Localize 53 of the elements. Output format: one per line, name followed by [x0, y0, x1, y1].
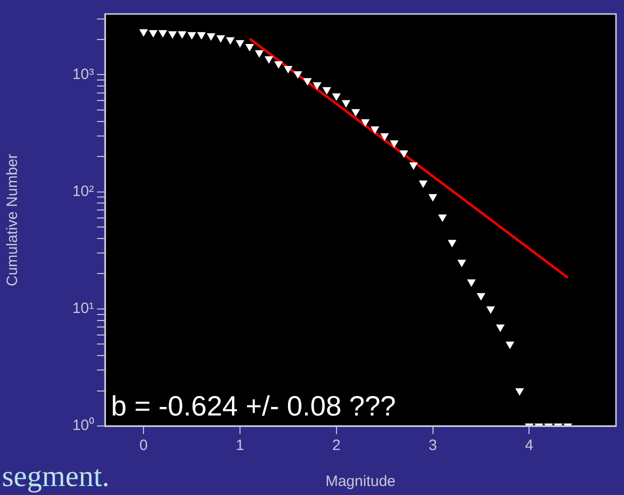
- point: [438, 214, 447, 222]
- point: [245, 44, 254, 52]
- point: [216, 35, 226, 43]
- point: [515, 388, 524, 396]
- point: [197, 32, 206, 40]
- point: [274, 61, 283, 69]
- point: [370, 126, 380, 134]
- point: [496, 324, 505, 332]
- point: [360, 119, 370, 127]
- point: [148, 30, 158, 38]
- y-tick-label: 10²: [72, 182, 94, 200]
- point: [390, 140, 399, 148]
- point: [294, 71, 302, 79]
- point: [428, 194, 438, 202]
- point: [236, 40, 244, 48]
- point: [332, 93, 341, 101]
- y-tick-label: 10⁰: [72, 417, 94, 434]
- annotation: b = -0.624 +/- 0.08 ???: [111, 390, 396, 422]
- point: [322, 87, 332, 95]
- point: [448, 240, 456, 248]
- point: [206, 33, 216, 41]
- point: [476, 293, 486, 301]
- point: [351, 109, 360, 117]
- point: [457, 260, 466, 268]
- point: [168, 31, 177, 39]
- point: [303, 78, 312, 86]
- y-axis-title: Cumulative Number: [4, 154, 22, 286]
- x-axis-title: Magnitude: [325, 473, 396, 490]
- x-tick-label: 3: [428, 437, 437, 454]
- text: segment.: [2, 460, 110, 493]
- point: [467, 279, 476, 287]
- y-tick-label: 10¹: [72, 300, 94, 318]
- point: [418, 180, 428, 188]
- x-tick-label: 4: [525, 437, 534, 454]
- point: [312, 82, 322, 90]
- point: [380, 133, 389, 141]
- x-tick-label: 1: [236, 437, 244, 454]
- point: [342, 100, 350, 108]
- point: [178, 31, 186, 39]
- y-tick-label: 10³: [72, 66, 94, 83]
- x-tick-label: 0: [139, 437, 148, 454]
- point: [264, 56, 274, 64]
- x-tick-label: 2: [332, 437, 341, 454]
- point: [400, 150, 408, 158]
- point: [158, 30, 168, 38]
- point: [486, 306, 495, 314]
- point: [187, 32, 196, 40]
- point: [254, 50, 264, 58]
- point: [284, 66, 293, 74]
- point: [139, 29, 148, 37]
- point: [409, 162, 418, 170]
- point: [506, 342, 514, 350]
- point: [226, 37, 235, 45]
